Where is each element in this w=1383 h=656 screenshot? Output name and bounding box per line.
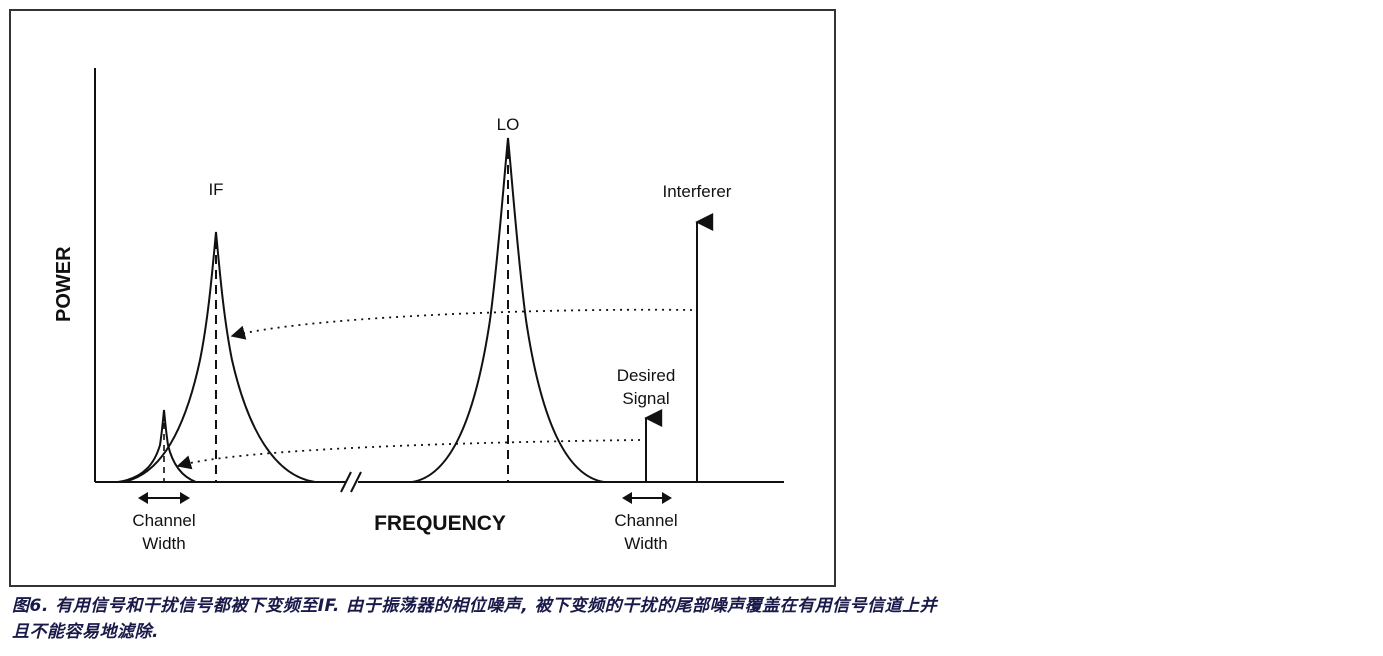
small-peak-curve xyxy=(117,409,197,483)
caption-line-2: 且不能容易地滤除. xyxy=(12,622,159,642)
channel-width-right-line2: Width xyxy=(624,534,667,553)
y-axis-label: POWER xyxy=(53,246,75,322)
lo-peak-curve xyxy=(411,137,605,483)
figure-caption: 图6. 有用信号和干扰信号都被下变频至IF. 由于振荡器的相位噪声, 被下变频的… xyxy=(12,593,1372,645)
channel-width-left-line1: Channel xyxy=(132,511,195,530)
x-axis-label: FREQUENCY xyxy=(374,512,506,535)
spectrum-diagram: POWER FREQUENCY IF LO Interferer Desired… xyxy=(53,68,784,553)
channel-width-right-line1: Channel xyxy=(614,511,677,530)
interferer-mapping-dotted xyxy=(230,308,693,340)
axis-break xyxy=(340,471,362,493)
caption-line-1: 图6. 有用信号和干扰信号都被下变频至IF. 由于振荡器的相位噪声, 被下变频的… xyxy=(12,596,938,616)
lo-label: LO xyxy=(497,115,520,134)
channel-width-left-arrow xyxy=(138,492,190,504)
if-label: IF xyxy=(208,180,223,199)
interferer-label: Interferer xyxy=(663,182,732,201)
desired-signal-label-line1: Desired xyxy=(617,366,676,385)
desired-mapping-dotted xyxy=(176,439,641,470)
channel-width-right-arrow xyxy=(622,492,672,504)
if-peak-curve xyxy=(121,231,316,483)
figure-frame xyxy=(9,9,836,587)
channel-width-left-line2: Width xyxy=(142,534,185,553)
desired-signal-label-line2: Signal xyxy=(622,389,669,408)
